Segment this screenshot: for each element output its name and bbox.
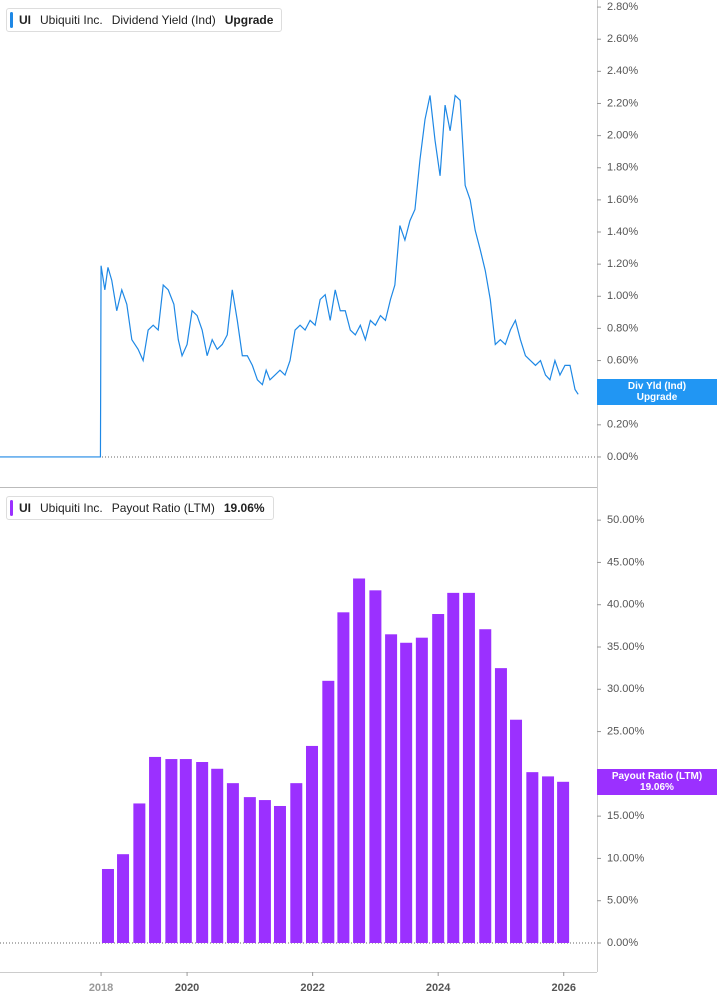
y-tick-label: 2.20% xyxy=(607,97,638,109)
y-tick-label: 40.00% xyxy=(607,599,645,611)
bar xyxy=(369,590,382,943)
x-tick-label: 2024 xyxy=(426,982,451,994)
x-tick-label: 2022 xyxy=(300,982,324,994)
y-tick-label: 5.00% xyxy=(607,895,638,907)
y-tick-label: 1.20% xyxy=(607,258,638,270)
bar xyxy=(258,800,271,943)
bar xyxy=(165,759,178,943)
badge-label: Div Yld (Ind) xyxy=(627,381,687,392)
bar xyxy=(196,762,209,943)
y-tick-label: 50.00% xyxy=(607,514,645,526)
badge-value: Upgrade xyxy=(636,392,678,403)
bar xyxy=(526,772,539,943)
x-tick-label: 2020 xyxy=(175,982,199,994)
bar xyxy=(226,783,239,943)
y-tick-label: 2.80% xyxy=(607,1,638,13)
bar xyxy=(462,592,475,943)
bar xyxy=(290,783,303,943)
y-tick-label: 0.00% xyxy=(607,937,638,949)
ticker: UI xyxy=(19,501,31,515)
ticker: UI xyxy=(19,13,31,27)
legend-header: UI Ubiquiti Inc. Payout Ratio (LTM) 19.0… xyxy=(6,496,274,520)
y-tick-label: 0.60% xyxy=(607,354,638,366)
x-tick-label: 2018 xyxy=(89,982,113,994)
y-tick-label: 45.00% xyxy=(607,556,645,568)
y-tick-label: 1.80% xyxy=(607,162,638,174)
bar xyxy=(305,745,318,943)
y-tick-label: 1.00% xyxy=(607,290,638,302)
bar xyxy=(243,797,256,943)
bar xyxy=(479,629,492,943)
bar xyxy=(385,634,398,943)
company: Ubiquiti Inc. xyxy=(40,13,103,27)
y-tick-label: 35.00% xyxy=(607,641,645,653)
y-tick-label: 0.00% xyxy=(607,451,638,463)
y-tick-label: 0.20% xyxy=(607,419,638,431)
bar xyxy=(149,756,162,943)
bar xyxy=(322,680,335,943)
y-tick-label: 2.00% xyxy=(607,130,638,142)
metric: Payout Ratio (LTM) xyxy=(111,501,215,515)
bar xyxy=(400,642,413,943)
bar xyxy=(447,592,460,943)
badge-value: 19.06% xyxy=(640,782,674,793)
data-line xyxy=(0,94,579,458)
badge-label: Payout Ratio (LTM) xyxy=(611,771,703,782)
legend-header: UI Ubiquiti Inc. Dividend Yield (Ind) Up… xyxy=(6,8,283,32)
value-badge: Payout Ratio (LTM) 19.06% xyxy=(597,769,717,795)
value-badge: Div Yld (Ind) Upgrade xyxy=(597,379,717,405)
y-tick-label: 2.40% xyxy=(607,65,638,77)
y-tick-label: 0.80% xyxy=(607,322,638,334)
bar xyxy=(494,668,507,943)
company: Ubiquiti Inc. xyxy=(40,501,103,515)
y-tick-label: 2.60% xyxy=(607,33,638,45)
metric: Dividend Yield (Ind) xyxy=(111,13,216,27)
y-tick-label: 25.00% xyxy=(607,725,645,737)
bar xyxy=(117,854,130,943)
bar xyxy=(273,805,286,943)
x-tick-label: 2026 xyxy=(551,982,575,994)
bar xyxy=(415,637,428,943)
y-tick-label: 30.00% xyxy=(607,683,645,695)
bar xyxy=(133,803,146,943)
bar xyxy=(211,768,224,943)
bar xyxy=(353,578,366,943)
bar xyxy=(432,614,445,943)
y-tick-label: 15.00% xyxy=(607,810,645,822)
bar xyxy=(337,612,350,943)
bar xyxy=(542,776,555,943)
y-tick-label: 10.00% xyxy=(607,852,645,864)
y-tick-label: 1.40% xyxy=(607,226,638,238)
bar xyxy=(179,759,192,943)
y-tick-label: 1.60% xyxy=(607,194,638,206)
bar xyxy=(557,781,570,943)
metric-value: 19.06% xyxy=(223,501,265,515)
bar xyxy=(101,868,114,943)
bar xyxy=(510,719,523,943)
metric-value[interactable]: Upgrade xyxy=(224,13,274,27)
